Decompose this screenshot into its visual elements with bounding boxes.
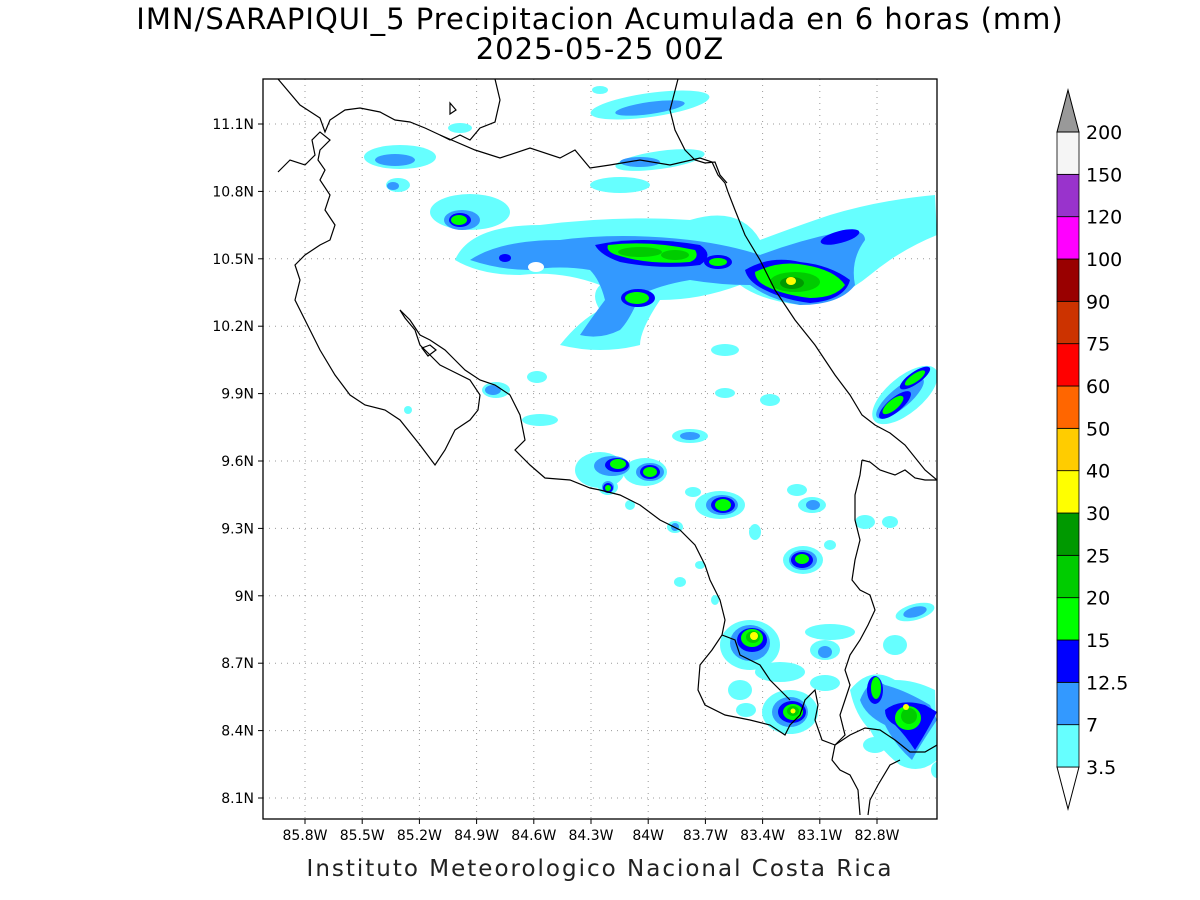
lat-label: 10.5N <box>212 252 254 268</box>
lat-label: 9N <box>235 589 254 605</box>
colorbar-swatch <box>1056 131 1080 175</box>
lat-label: 9.3N <box>221 521 254 537</box>
colorbar-label: 30 <box>1086 503 1110 525</box>
precipitation-field <box>364 86 937 778</box>
lon-label: 84W <box>632 828 664 844</box>
lat-label: 8.1N <box>221 791 254 807</box>
colorbar-swatch <box>1056 639 1080 683</box>
colorbar-label: 7 <box>1086 715 1098 737</box>
colorbar-label: 150 <box>1086 164 1122 186</box>
lat-label: 10.8N <box>212 184 254 200</box>
latitude-axis: 11.1N 10.8N 10.5N 10.2N 9.9N 9.6N 9.3N 9N 8.7N 8.… <box>212 117 263 807</box>
lat-label: 10.2N <box>212 319 254 335</box>
coastlines <box>277 79 937 816</box>
colorbar-label: 200 <box>1086 122 1122 144</box>
lon-label: 85.2W <box>397 828 442 844</box>
colorbar-label: 90 <box>1086 291 1110 313</box>
lon-label: 84.9W <box>454 828 499 844</box>
colorbar-label: 50 <box>1086 418 1110 440</box>
lon-label: 83.4W <box>740 828 785 844</box>
colorbar-label: 20 <box>1086 588 1110 610</box>
colorbar-swatch <box>1056 258 1080 302</box>
colorbar-min-arrow <box>1056 766 1080 811</box>
longitude-axis: 85.8W 85.5W 85.2W 84.9W 84.6W 84.3W 84W 83.7W 83… <box>282 819 900 844</box>
colorbar-swatch <box>1056 216 1080 260</box>
colorbar-label: 60 <box>1086 376 1110 398</box>
colorbar-swatch <box>1056 427 1080 472</box>
colorbar-label: 12.5 <box>1086 672 1128 694</box>
lon-label: 82.8W <box>854 828 899 844</box>
colorbar-swatch <box>1056 300 1080 345</box>
map-datetime: 2025-05-25 00Z <box>475 32 725 66</box>
colorbar-swatch <box>1056 343 1080 387</box>
lat-label: 9.9N <box>221 387 254 403</box>
lon-label: 84.3W <box>568 828 613 844</box>
colorbar-swatch <box>1056 554 1080 599</box>
map-title: IMN/SARAPIQUI_5 Precipitacion Acumulada … <box>136 2 1064 36</box>
lat-label: 8.7N <box>221 656 254 672</box>
lat-label: 11.1N <box>212 117 254 133</box>
colorbar-swatch <box>1056 385 1080 429</box>
colorbar-swatch <box>1056 597 1080 641</box>
colorbar-label: 15 <box>1086 630 1110 652</box>
colorbar-max-arrow <box>1056 88 1080 133</box>
colorbar-swatch <box>1056 512 1080 556</box>
lon-label: 83.1W <box>797 828 842 844</box>
lat-label: 8.4N <box>221 724 254 740</box>
colorbar-swatch <box>1056 173 1080 218</box>
colorbar-label: 25 <box>1086 545 1110 567</box>
colorbar-label: 3.5 <box>1086 757 1116 779</box>
colorbar-swatch <box>1056 724 1080 768</box>
colorbar-label: 40 <box>1086 461 1110 483</box>
colorbar-swatch <box>1056 470 1080 514</box>
map-frame <box>262 78 938 820</box>
colorbar-label: 100 <box>1086 249 1122 271</box>
lon-label: 85.5W <box>340 828 385 844</box>
lon-label: 85.8W <box>282 828 327 844</box>
colorbar-label: 120 <box>1086 207 1122 229</box>
lat-label: 9.6N <box>221 454 254 470</box>
colorbar-swatch <box>1056 681 1080 726</box>
lon-label: 84.6W <box>511 828 556 844</box>
credit-text: Instituto Meteorologico Nacional Costa R… <box>306 856 894 882</box>
lon-label: 83.7W <box>683 828 728 844</box>
colorbar-label: 75 <box>1086 334 1110 356</box>
colorbar-legend: 3.5 7 12.5 15 20 25 30 40 50 60 75 90 100 120 150 200 <box>1056 88 1128 811</box>
